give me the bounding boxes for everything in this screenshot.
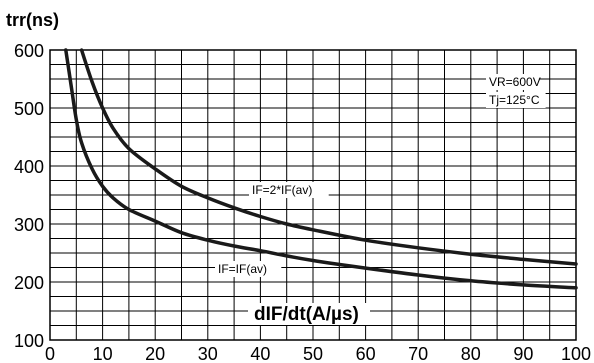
series-layer bbox=[64, 48, 578, 290]
x-tick-label: 80 bbox=[461, 344, 481, 363]
annotations: IF=2*IF(av) IF=IF(av) VR=600V Tj=125°C bbox=[215, 74, 546, 277]
x-tick-label: 100 bbox=[561, 344, 591, 363]
x-tick-label: 90 bbox=[513, 344, 533, 363]
condition-tj-bg bbox=[486, 92, 546, 108]
series-line-if-av bbox=[64, 48, 578, 290]
series-label-if-2x-av: IF=2*IF(av) bbox=[252, 183, 312, 197]
y-tick-label: 200 bbox=[14, 273, 44, 293]
series-line-if-2x-av bbox=[79, 48, 578, 266]
condition-tj: Tj=125°C bbox=[489, 93, 540, 107]
x-tick-label: 40 bbox=[250, 344, 270, 363]
condition-vr-bg bbox=[486, 74, 539, 90]
y-tick-label: 400 bbox=[14, 157, 44, 177]
y-axis-title: trr(ns) bbox=[6, 10, 59, 30]
series-label-if-2x-av-bg bbox=[249, 182, 329, 198]
y-tick-label: 500 bbox=[14, 99, 44, 119]
x-tick-label: 20 bbox=[145, 344, 165, 363]
x-tick-label: 50 bbox=[303, 344, 323, 363]
x-tick-label: 30 bbox=[198, 344, 218, 363]
x-tick-label: 70 bbox=[408, 344, 428, 363]
x-axis-title: dIF/dt(A/µs) bbox=[254, 304, 359, 325]
x-axis-title-bg bbox=[248, 303, 370, 325]
x-tick-labels: 0 10 20 30 40 50 60 70 80 90 100 bbox=[45, 344, 591, 363]
y-tick-labels: 100 200 300 400 500 600 bbox=[14, 41, 44, 351]
x-tick-label: 0 bbox=[45, 344, 55, 363]
series-label-if-av-bg bbox=[215, 261, 282, 277]
x-tick-label: 10 bbox=[93, 344, 113, 363]
series-label-if-av: IF=IF(av) bbox=[218, 262, 267, 276]
x-tick-label: 60 bbox=[356, 344, 376, 363]
plot-frame bbox=[49, 49, 577, 341]
y-tick-label: 300 bbox=[14, 215, 44, 235]
y-tick-label: 600 bbox=[14, 41, 44, 61]
y-tick-label: 100 bbox=[14, 331, 44, 351]
condition-vr: VR=600V bbox=[489, 75, 541, 89]
